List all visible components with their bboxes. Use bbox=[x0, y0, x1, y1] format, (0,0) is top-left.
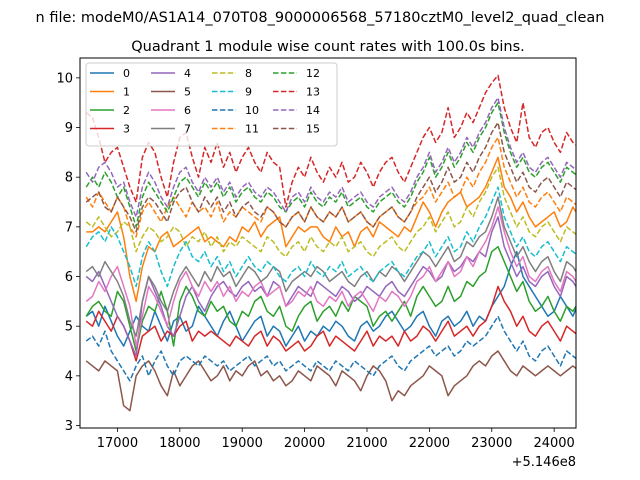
x-offset-label: +5.146e8 bbox=[512, 455, 576, 470]
y-tick-label: 9 bbox=[65, 121, 73, 136]
series-line-7 bbox=[85, 196, 576, 337]
series-line-4 bbox=[85, 216, 576, 357]
x-tick-label: 24000 bbox=[533, 436, 574, 451]
series-line-3 bbox=[85, 285, 576, 362]
legend-label-12: 12 bbox=[306, 67, 320, 80]
legend-label-0: 0 bbox=[123, 67, 130, 80]
x-tick-label: 20000 bbox=[284, 436, 325, 451]
x-tick-label: 22000 bbox=[409, 436, 450, 451]
series-line-8 bbox=[85, 166, 576, 258]
series-lines bbox=[85, 74, 576, 412]
y-tick-label: 7 bbox=[65, 220, 73, 235]
series-line-9 bbox=[85, 186, 576, 288]
series-line-5 bbox=[85, 350, 576, 412]
legend-frame bbox=[85, 62, 338, 147]
y-tick-label: 8 bbox=[65, 171, 73, 186]
y-tick-label: 10 bbox=[56, 71, 73, 86]
legend-label-7: 7 bbox=[184, 123, 191, 136]
series-line-14 bbox=[85, 96, 576, 218]
figure-suptitle: n file: modeM0/AS1A14_070T08_9000006568_… bbox=[36, 10, 605, 26]
y-tick-label: 5 bbox=[65, 320, 73, 335]
series-line-2 bbox=[85, 245, 576, 352]
legend-label-8: 8 bbox=[245, 67, 252, 80]
legend-label-11: 11 bbox=[245, 123, 259, 136]
x-axis: 17000 18000 19000 20000 21000 22000 23000 24000 bbox=[97, 428, 575, 451]
y-tick-label: 4 bbox=[65, 369, 73, 384]
y-tick-label: 3 bbox=[65, 419, 73, 434]
legend-label-5: 5 bbox=[184, 86, 191, 99]
chart-title: Quadrant 1 module wise count rates with … bbox=[131, 39, 525, 55]
series-line-15 bbox=[85, 121, 576, 233]
x-tick-label: 23000 bbox=[471, 436, 512, 451]
y-axis: 3 4 5 6 7 8 9 10 bbox=[56, 71, 80, 434]
legend-label-13: 13 bbox=[306, 86, 320, 99]
legend-label-14: 14 bbox=[306, 104, 320, 117]
legend-label-6: 6 bbox=[184, 104, 191, 117]
x-tick-label: 18000 bbox=[159, 436, 200, 451]
legend-label-1: 1 bbox=[123, 86, 130, 99]
legend-label-4: 4 bbox=[184, 67, 191, 80]
series-line-12 bbox=[85, 101, 576, 228]
legend-label-3: 3 bbox=[123, 123, 130, 136]
series-line-6 bbox=[85, 206, 576, 347]
x-tick-label: 21000 bbox=[346, 436, 387, 451]
legend-label-9: 9 bbox=[245, 86, 252, 99]
series-line-11 bbox=[85, 136, 576, 238]
x-tick-label: 17000 bbox=[97, 436, 138, 451]
axes-frame bbox=[79, 57, 577, 429]
legend-label-2: 2 bbox=[123, 104, 130, 117]
x-tick-label: 19000 bbox=[222, 436, 263, 451]
series-line-1 bbox=[86, 156, 576, 303]
series-line-10 bbox=[85, 315, 576, 382]
y-tick-label: 6 bbox=[65, 270, 73, 285]
legend-label-15: 15 bbox=[306, 123, 320, 136]
series-line-13 bbox=[85, 74, 576, 208]
plot-area: 17000 18000 19000 20000 21000 22000 23000 24000… bbox=[56, 57, 577, 470]
legend-label-10: 10 bbox=[245, 104, 259, 117]
